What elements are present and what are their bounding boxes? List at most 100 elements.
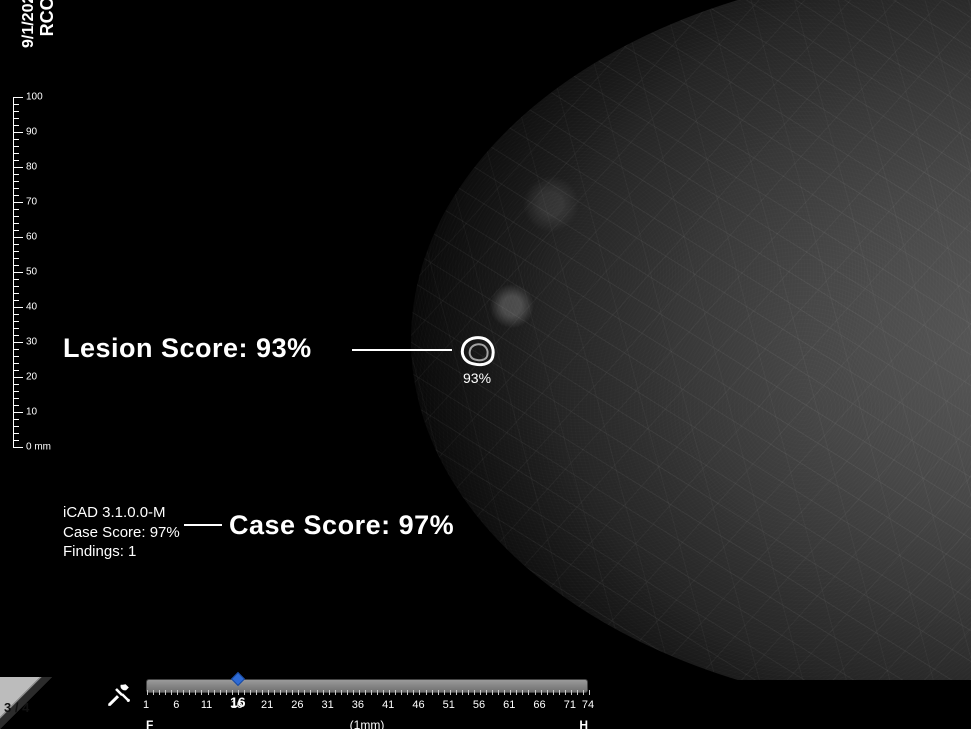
ruler-label: 0 mm: [26, 442, 51, 453]
slider-minor-tick: [304, 690, 305, 695]
slider-minor-tick: [559, 690, 560, 695]
slider-minor-tick: [347, 690, 348, 695]
ruler-tick-minor: [13, 244, 19, 245]
slider-tick-label: 11: [201, 699, 212, 711]
slider-minor-tick: [226, 690, 227, 695]
slider-minor-tick: [274, 690, 275, 695]
slider-minor-tick: [468, 690, 469, 695]
ruler-tick-minor: [13, 160, 19, 161]
slider-minor-tick: [401, 690, 402, 695]
slider-minor-tick: [395, 690, 396, 695]
slider-minor-tick: [474, 690, 475, 695]
ruler-label: 10: [26, 407, 37, 418]
slider-minor-tick: [195, 690, 196, 695]
slider-minor-tick: [310, 690, 311, 695]
slider-minor-tick: [214, 690, 215, 695]
ruler-tick-major: [13, 377, 23, 378]
ruler-tick-minor: [13, 258, 19, 259]
ruler-tick-minor: [13, 419, 19, 420]
cad-findings: Findings: 1: [63, 542, 180, 562]
view-name: RCC: [38, 0, 58, 48]
ruler-tick-major: [13, 272, 23, 273]
slider-minor-tick: [329, 690, 330, 695]
mammogram-viewport: 9/1/2021 RCC 0 mm102030405060708090100 i…: [0, 0, 971, 729]
ruler-tick-minor: [13, 356, 19, 357]
slider-minor-tick: [535, 690, 536, 695]
slider-tick-label: 41: [382, 699, 394, 711]
slice-slider[interactable]: 16: [146, 679, 588, 693]
slider-minor-tick: [262, 690, 263, 695]
ruler-tick-minor: [13, 139, 19, 140]
lesion-leader-line: [352, 349, 452, 351]
slider-minor-tick: [456, 690, 457, 695]
slider-end-right: H: [579, 718, 588, 729]
ruler-tick-minor: [13, 363, 19, 364]
ruler-tick-minor: [13, 230, 19, 231]
slice-slider-handle[interactable]: [231, 672, 245, 686]
ruler-tick-minor: [13, 293, 19, 294]
slider-unit-label: (1mm): [350, 718, 385, 729]
ruler-tick-minor: [13, 195, 19, 196]
ruler-tick-major: [13, 132, 23, 133]
ruler-tick-major: [13, 342, 23, 343]
slider-minor-tick: [504, 690, 505, 695]
ruler-tick-minor: [13, 286, 19, 287]
slider-minor-tick: [462, 690, 463, 695]
ruler-tick-minor: [13, 216, 19, 217]
ruler-tick-minor: [13, 104, 19, 105]
slider-minor-tick: [553, 690, 554, 695]
slider-minor-tick: [522, 690, 523, 695]
slider-minor-tick: [298, 690, 299, 695]
ruler-label: 90: [26, 127, 37, 138]
slider-minor-tick: [323, 690, 324, 695]
slider-minor-tick: [426, 690, 427, 695]
ruler-label: 70: [26, 197, 37, 208]
slider-tick-label: 56: [473, 699, 485, 711]
slider-minor-tick: [498, 690, 499, 695]
slider-minor-tick: [547, 690, 548, 695]
ruler-tick-minor: [13, 433, 19, 434]
ruler-tick-minor: [13, 328, 19, 329]
slider-minor-tick: [183, 690, 184, 695]
slider-minor-tick: [220, 690, 221, 695]
slider-minor-tick: [171, 690, 172, 695]
ruler-label: 30: [26, 337, 37, 348]
slider-minor-tick: [208, 690, 209, 695]
ruler-tick-minor: [13, 426, 19, 427]
slider-tick-label: 16: [231, 699, 243, 711]
slider-minor-tick: [359, 690, 360, 695]
ruler-tick-minor: [13, 146, 19, 147]
cad-info-block: iCAD 3.1.0.0-M Case Score: 97% Findings:…: [63, 503, 180, 562]
slider-minor-tick: [432, 690, 433, 695]
cad-case-score: Case Score: 97%: [63, 523, 180, 543]
slider-tick-label: 31: [322, 699, 334, 711]
slider-minor-tick: [268, 690, 269, 695]
mammogram-image[interactable]: [411, 0, 971, 680]
slider-tick-label: 51: [443, 699, 455, 711]
ruler-tick-major: [13, 307, 23, 308]
ruler-tick-minor: [13, 125, 19, 126]
slider-minor-tick: [153, 690, 154, 695]
acquisition-date: 9/1/2021: [20, 0, 38, 48]
ruler-tick-minor: [13, 181, 19, 182]
ruler-tick-minor: [13, 391, 19, 392]
slider-minor-tick: [589, 690, 590, 695]
slice-slider-scale: F (1mm) H 161116212631364146515661667174: [146, 699, 588, 719]
ruler-tick-minor: [13, 188, 19, 189]
slider-minor-tick: [165, 690, 166, 695]
tools-icon[interactable]: [105, 681, 131, 707]
ruler-tick-major: [13, 167, 23, 168]
ruler-tick-minor: [13, 111, 19, 112]
slider-minor-tick: [480, 690, 481, 695]
cad-version: iCAD 3.1.0.0-M: [63, 503, 180, 523]
slider-minor-tick: [250, 690, 251, 695]
ruler-tick-minor: [13, 349, 19, 350]
slider-tick-label: 46: [412, 699, 424, 711]
slider-minor-tick: [286, 690, 287, 695]
view-label: 9/1/2021 RCC: [20, 0, 57, 48]
ruler-tick-minor: [13, 335, 19, 336]
ruler-tick-minor: [13, 384, 19, 385]
ruler-tick-minor: [13, 405, 19, 406]
ruler-tick-minor: [13, 265, 19, 266]
ruler-label: 80: [26, 162, 37, 173]
